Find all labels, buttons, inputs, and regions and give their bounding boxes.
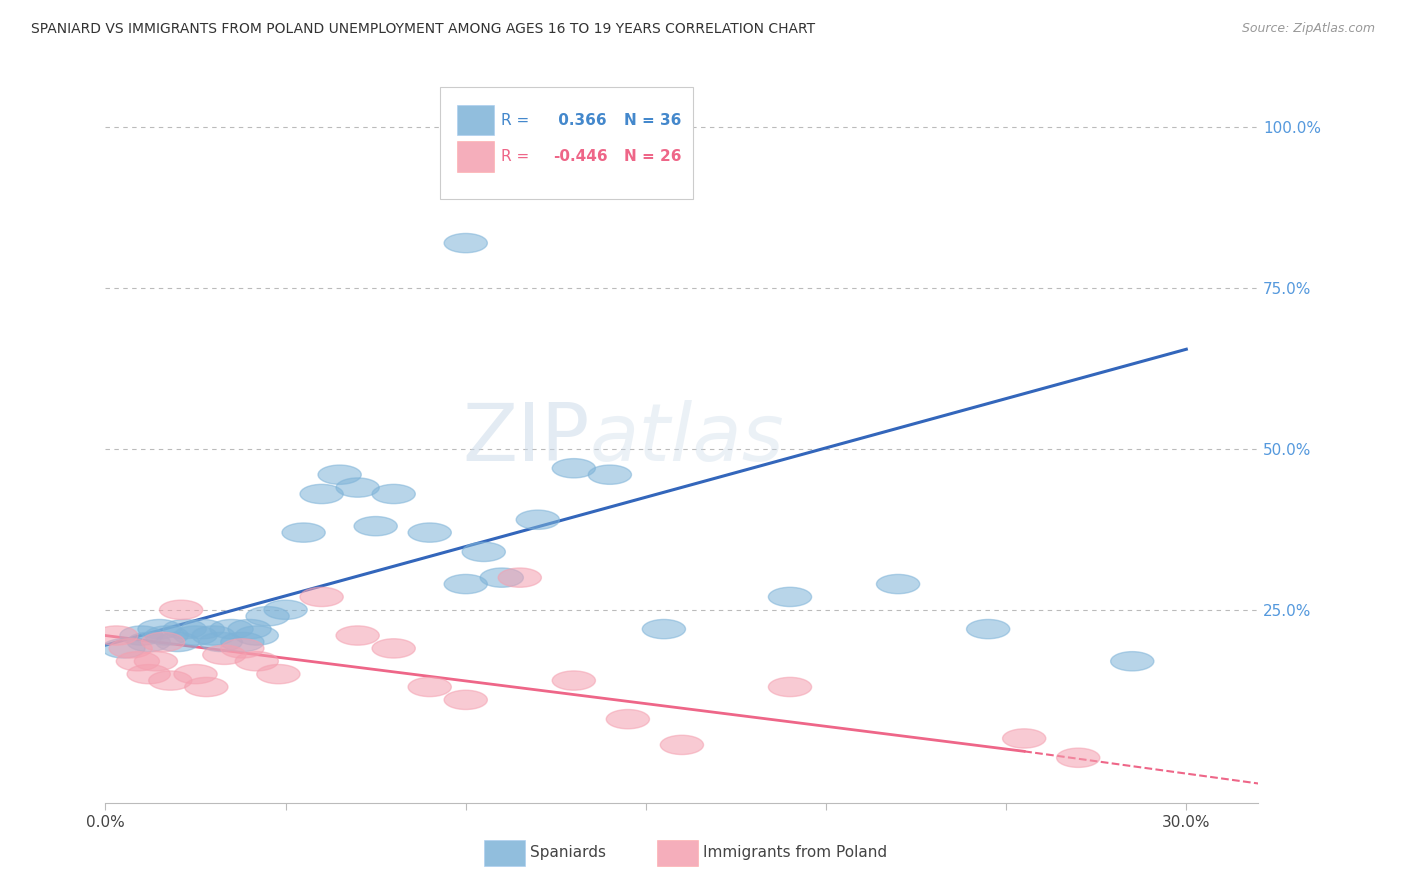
Ellipse shape [149,671,191,690]
Ellipse shape [209,619,253,639]
Ellipse shape [174,626,217,645]
Ellipse shape [235,652,278,671]
Ellipse shape [1057,748,1099,767]
Ellipse shape [228,619,271,639]
Ellipse shape [110,639,152,658]
Ellipse shape [191,626,235,645]
Ellipse shape [553,671,596,690]
Ellipse shape [444,234,488,252]
Ellipse shape [235,626,278,645]
Ellipse shape [516,510,560,529]
Ellipse shape [336,626,380,645]
Ellipse shape [336,478,380,497]
Ellipse shape [138,619,181,639]
Text: -0.446: -0.446 [553,149,607,164]
Ellipse shape [159,600,202,619]
Ellipse shape [408,523,451,542]
FancyBboxPatch shape [440,87,693,200]
Ellipse shape [768,587,811,607]
Ellipse shape [354,516,398,536]
Ellipse shape [966,619,1010,639]
Ellipse shape [101,639,145,658]
Ellipse shape [606,709,650,729]
Ellipse shape [221,632,264,652]
Ellipse shape [174,665,217,684]
Ellipse shape [876,574,920,594]
Ellipse shape [299,484,343,504]
Ellipse shape [661,735,703,755]
Ellipse shape [283,523,325,542]
Ellipse shape [553,458,596,478]
Ellipse shape [163,619,207,639]
FancyBboxPatch shape [457,141,494,172]
Text: N = 26: N = 26 [624,149,682,164]
Ellipse shape [127,632,170,652]
Ellipse shape [318,465,361,484]
Ellipse shape [94,626,138,645]
Ellipse shape [588,465,631,484]
Text: N = 36: N = 36 [624,112,682,128]
Text: ZIP: ZIP [463,401,589,478]
Ellipse shape [202,645,246,665]
Ellipse shape [1111,652,1154,671]
Ellipse shape [221,639,264,658]
Ellipse shape [498,568,541,587]
Text: Immigrants from Poland: Immigrants from Poland [703,846,887,861]
Ellipse shape [142,632,184,652]
Text: SPANIARD VS IMMIGRANTS FROM POLAND UNEMPLOYMENT AMONG AGES 16 TO 19 YEARS CORREL: SPANIARD VS IMMIGRANTS FROM POLAND UNEMP… [31,22,815,37]
Ellipse shape [156,632,200,652]
Text: R =: R = [501,149,529,164]
Text: 0.366: 0.366 [553,112,606,128]
Text: R =: R = [501,112,529,128]
Text: Spaniards: Spaniards [530,846,606,861]
Text: Source: ZipAtlas.com: Source: ZipAtlas.com [1241,22,1375,36]
Ellipse shape [643,619,686,639]
FancyBboxPatch shape [457,105,494,136]
Ellipse shape [181,619,225,639]
Ellipse shape [184,677,228,697]
Ellipse shape [264,600,308,619]
Ellipse shape [463,542,505,562]
Ellipse shape [768,677,811,697]
Text: atlas: atlas [589,401,785,478]
Ellipse shape [1002,729,1046,748]
Ellipse shape [444,690,488,709]
Ellipse shape [135,652,177,671]
Ellipse shape [444,574,488,594]
Ellipse shape [127,665,170,684]
Ellipse shape [246,607,290,626]
Ellipse shape [145,626,188,645]
FancyBboxPatch shape [484,840,524,866]
Ellipse shape [257,665,299,684]
Ellipse shape [481,568,523,587]
Ellipse shape [373,639,415,658]
Ellipse shape [200,632,242,652]
Ellipse shape [299,587,343,607]
Ellipse shape [117,652,159,671]
FancyBboxPatch shape [657,840,697,866]
Ellipse shape [408,677,451,697]
Ellipse shape [120,626,163,645]
Ellipse shape [373,484,415,504]
